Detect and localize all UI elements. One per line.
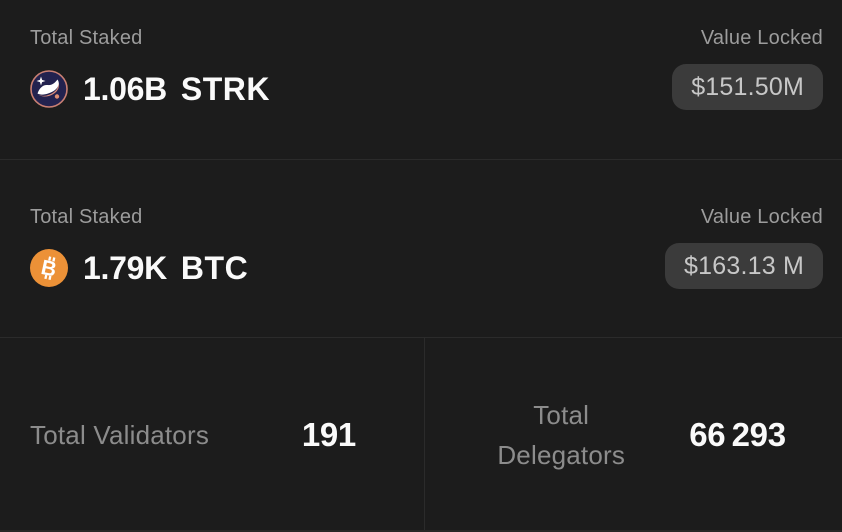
bitcoin-icon: B bbox=[30, 249, 68, 287]
total-delegators-cell: Total Delegators 66 293 bbox=[425, 338, 842, 530]
strk-value-locked-badge: $151.50M bbox=[672, 64, 823, 110]
svg-text:B: B bbox=[39, 256, 59, 282]
starknet-icon bbox=[30, 70, 68, 108]
value-locked-label: Value Locked bbox=[700, 206, 823, 228]
total-staked-label: Total Staked bbox=[30, 27, 143, 49]
total-delegators-label: Total Delegators bbox=[497, 399, 626, 470]
strk-total-staked: Total Staked 1.06B STRK bbox=[30, 26, 270, 112]
total-staked-label: Total Staked bbox=[30, 206, 143, 228]
value-locked-label: Value Locked bbox=[700, 27, 823, 49]
btc-amount-row: B 1.79K BTC bbox=[30, 245, 248, 291]
total-validators-value: 191 bbox=[301, 415, 356, 453]
total-delegators-value: 66 293 bbox=[689, 415, 786, 453]
btc-token-symbol: BTC bbox=[180, 249, 249, 286]
btc-value-locked-badge: $163.13 M bbox=[665, 243, 823, 289]
strk-token-symbol: STRK bbox=[180, 70, 271, 107]
btc-value-locked: Value Locked $163.13 M bbox=[665, 205, 823, 289]
strk-staked-amount: 1.06B bbox=[83, 70, 167, 107]
network-totals-row: Total Validators 191 Total Delegators 66… bbox=[0, 338, 842, 530]
total-validators-cell: Total Validators 191 bbox=[0, 338, 425, 530]
btc-staked-amount: 1.79K bbox=[83, 249, 167, 286]
btc-total-staked: Total Staked B 1.79K BTC bbox=[30, 205, 248, 291]
strk-amount-row: 1.06B STRK bbox=[30, 66, 270, 112]
strk-stat-row: Total Staked 1.06B STRK Value Locked $15… bbox=[0, 0, 842, 160]
btc-stat-row: Total Staked B 1.79K BTC bbox=[0, 160, 842, 338]
total-validators-label: Total Validators bbox=[30, 419, 210, 450]
strk-value-locked: Value Locked $151.50M bbox=[672, 26, 823, 110]
